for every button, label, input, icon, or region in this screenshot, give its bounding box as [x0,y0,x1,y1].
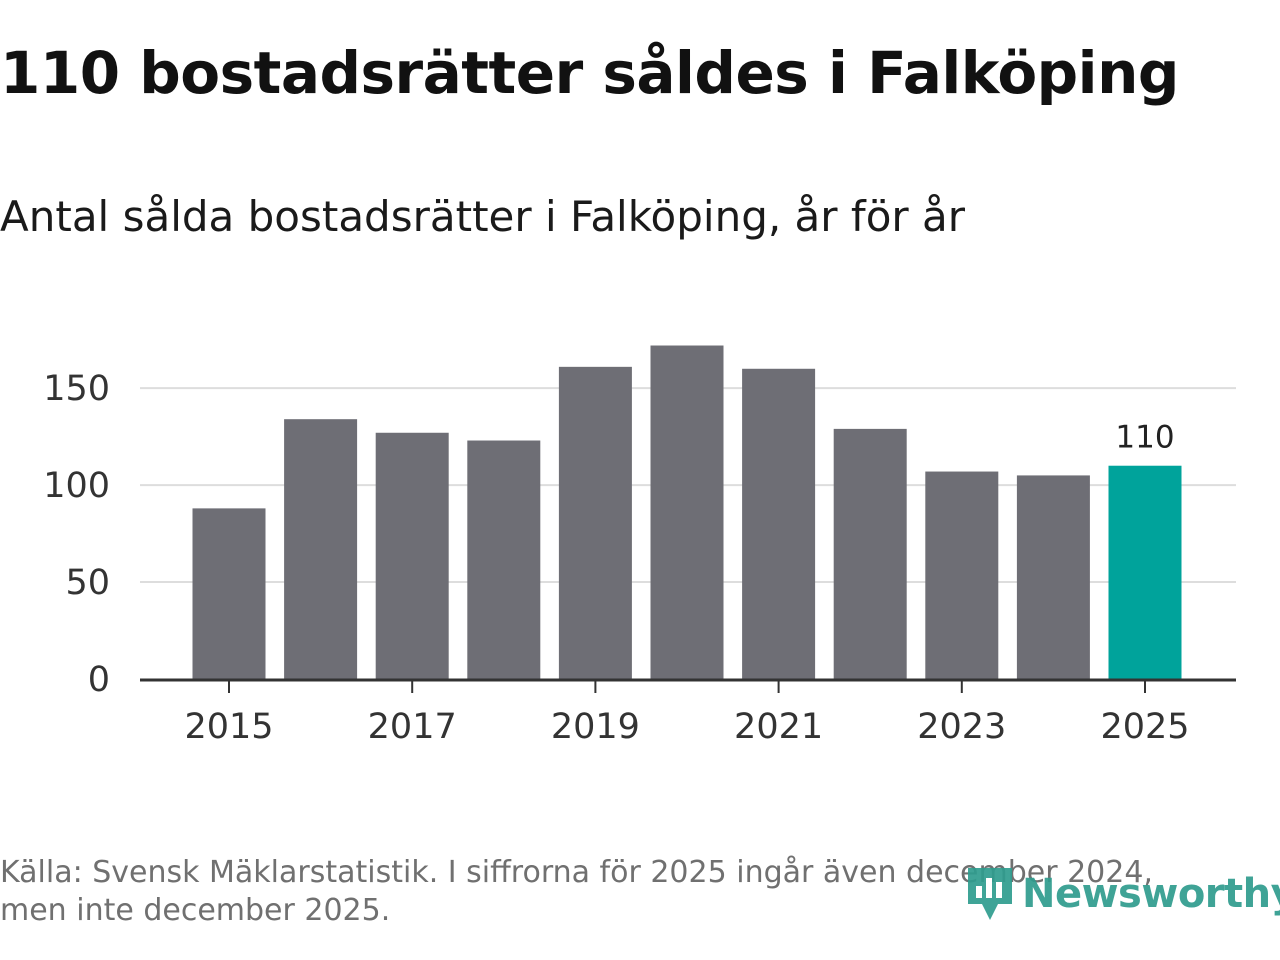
x-tick-label: 2023 [917,707,1006,747]
data-labels: 110 [1115,420,1174,456]
bar-2023 [925,471,999,679]
bar-2018 [467,440,541,679]
y-tick-label: 0 [88,660,110,700]
x-tick-label: 2019 [551,707,640,747]
bar-2021 [742,368,816,679]
x-tick-label: 2017 [368,707,457,747]
bar-2016 [284,419,358,679]
bar-2015 [192,508,266,679]
y-tick-label: 100 [43,466,110,506]
newsworthy-logo-icon [968,868,1012,920]
brand-name: Newsworthy [1022,871,1280,917]
bar-2024 [1016,475,1090,679]
x-tick-label: 2015 [184,707,273,747]
x-tick-label: 2021 [734,707,823,747]
y-axis-ticks: 0 50 100 150 [43,369,110,700]
bars [192,345,1182,679]
x-axis-ticks: 2015 2017 2019 2021 2023 2025 [184,681,1190,747]
chart-subtitle: Antal sålda bostadsrätter i Falköping, å… [0,192,966,241]
y-tick-label: 150 [43,369,110,409]
bar-2025 [1108,465,1182,679]
y-tick-label: 50 [65,563,110,603]
source-note: Källa: Svensk Mäklarstatistik. I siffror… [0,855,1153,928]
highlight-data-label: 110 [1115,420,1174,456]
bar-2020 [650,345,724,679]
chart-title: 110 bostadsrätter såldes i Falköping [0,39,1179,107]
bar-2022 [833,428,907,679]
brand-logo: Newsworthy [964,864,1280,924]
bar-2019 [558,366,632,679]
bar-2017 [375,432,449,679]
x-tick-label: 2025 [1100,707,1189,747]
